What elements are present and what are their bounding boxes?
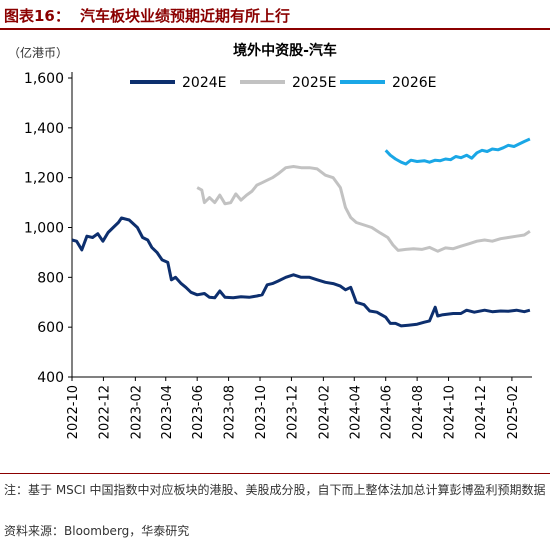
x-tick-label: 2024-06 xyxy=(380,385,395,439)
series-line-2026e xyxy=(384,137,531,166)
figure-source: 资料来源：Bloomberg，华泰研究 xyxy=(4,524,190,538)
y-tick-label: 400 xyxy=(37,370,64,386)
x-tick-label: 2023-06 xyxy=(191,385,206,439)
y-tick-label: 1,600 xyxy=(24,71,64,87)
x-tick-label: 2024-08 xyxy=(411,385,426,439)
x-tick-label: 2023-10 xyxy=(254,385,269,439)
figure-note: 注：基于 MSCI 中国指数中对应板块的港股、美股成分股，自下而上整体法加总计算… xyxy=(4,483,546,497)
x-tick-label: 2022-12 xyxy=(97,385,112,439)
x-tick-label: 2023-12 xyxy=(285,385,300,439)
figure-header: 图表16： 汽车板块业绩预期近期有所上行 xyxy=(0,0,550,30)
x-tick-label: 2023-02 xyxy=(129,385,144,439)
y-tick-label: 1,200 xyxy=(24,171,64,187)
y-tick-label: 1,400 xyxy=(24,121,64,137)
y-unit-label: （亿港币） xyxy=(8,45,68,60)
x-tick-label: 2025-02 xyxy=(506,385,521,439)
legend-label-2024e: 2024E xyxy=(182,75,226,91)
footer-divider xyxy=(0,473,550,474)
x-tick-label: 2024-12 xyxy=(474,385,489,439)
y-tick-label: 800 xyxy=(37,270,64,286)
legend-label-2026e: 2026E xyxy=(392,75,436,91)
legend-label-2025e: 2025E xyxy=(292,75,336,91)
y-tick-label: 600 xyxy=(37,320,64,336)
series-line-2025e xyxy=(196,165,531,253)
x-tick-label: 2023-04 xyxy=(160,385,175,439)
series-line-2024e xyxy=(71,216,531,328)
legend: 2024E 2025E 2026E xyxy=(130,75,436,91)
x-tick-label: 2023-08 xyxy=(223,385,238,439)
x-tick-label: 2024-10 xyxy=(443,385,458,439)
chart-title: 境外中资股-汽车 xyxy=(233,42,337,59)
x-tick-label: 2022-10 xyxy=(66,385,81,439)
y-tick-label: 1,000 xyxy=(24,221,64,237)
figure-label: 图表16： xyxy=(4,7,70,25)
plot-area xyxy=(71,137,531,328)
figure-title: 汽车板块业绩预期近期有所上行 xyxy=(80,7,291,25)
line-chart: 境外中资股-汽车 （亿港币） 2024E 2025E 2026E 1,600 1,40… xyxy=(8,42,532,439)
x-tick-label: 2024-02 xyxy=(317,385,332,439)
x-tick-label: 2024-04 xyxy=(348,385,363,439)
